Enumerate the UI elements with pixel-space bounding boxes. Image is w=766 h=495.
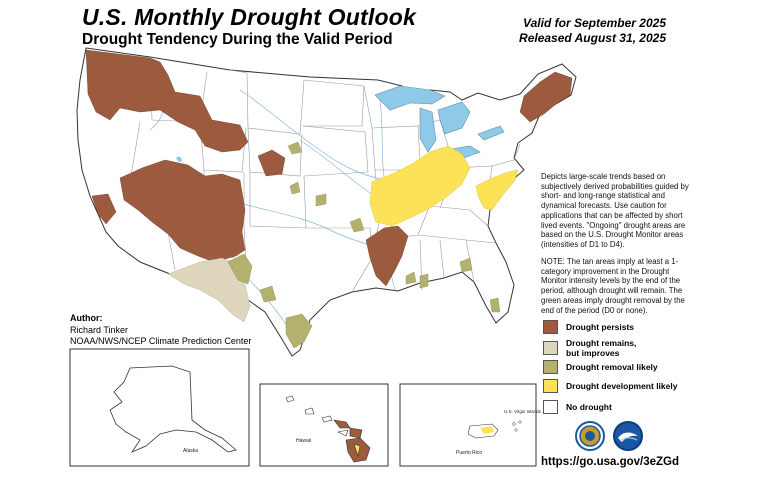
hawaii-label: Hawaii xyxy=(296,438,311,444)
author-block: Author: Richard Tinker NOAA/NWS/NCEP Cli… xyxy=(70,313,251,348)
drought-development-areas xyxy=(369,145,519,227)
puerto-rico-label: Puerto Rico xyxy=(456,450,482,456)
alaska-land xyxy=(109,365,237,453)
legend-item-removal: Drought removal likely xyxy=(543,360,713,374)
drought-removal-areas xyxy=(227,141,501,349)
legend-label-persists: Drought persists xyxy=(566,322,635,332)
valid-period: Valid for September 2025 xyxy=(523,16,666,30)
map-description: Depicts large-scale trends based on subj… xyxy=(541,172,689,249)
map-title: U.S. Monthly Drought Outlook xyxy=(82,4,416,30)
noaa-logo-icon xyxy=(579,425,601,447)
author-heading: Author: xyxy=(70,313,103,323)
noaa-logo xyxy=(575,421,605,451)
legend-swatch-development xyxy=(543,379,558,393)
alaska-label: Alaska xyxy=(183,448,198,454)
legend-item-improves: Drought remains, but improves xyxy=(543,338,713,358)
legend-label-improves: Drought remains, but improves xyxy=(566,338,637,358)
legend-label-development: Drought development likely xyxy=(566,381,678,391)
drought-improves-areas xyxy=(167,257,251,323)
map-note: NOTE: The tan areas imply at least a 1-c… xyxy=(541,257,685,315)
legend-item-no-drought: No drought xyxy=(543,400,713,414)
nws-logo-icon xyxy=(618,432,638,442)
legend-item-development: Drought development likely xyxy=(543,379,713,393)
hawaii-inset xyxy=(259,383,389,467)
info-link[interactable]: https://go.usa.gov/3eZGd xyxy=(541,456,680,468)
legend-swatch-removal xyxy=(543,360,558,374)
usvi-label: U.S. Virgin Islands xyxy=(504,409,542,414)
legend-swatch-persists xyxy=(543,320,558,334)
author-name: Richard Tinker xyxy=(70,324,129,335)
release-date: Released August 31, 2025 xyxy=(519,31,666,45)
legend-label-no-drought: No drought xyxy=(566,402,612,412)
legend-swatch-no-drought xyxy=(543,400,558,414)
author-org: NOAA/NWS/NCEP Climate Prediction Center xyxy=(70,336,252,346)
drought-persists-areas xyxy=(85,49,573,287)
salt-lake xyxy=(176,156,182,163)
legend-swatch-improves xyxy=(543,341,558,355)
legend-label-removal: Drought removal likely xyxy=(566,362,658,372)
map-subtitle: Drought Tendency During the Valid Period xyxy=(82,31,393,48)
nws-logo xyxy=(613,421,643,451)
virgin-islands xyxy=(512,420,522,432)
legend-item-persists: Drought persists xyxy=(543,320,713,334)
great-lakes xyxy=(374,85,505,161)
puerto-rico-development xyxy=(480,426,494,434)
hawaii-islands xyxy=(285,395,371,463)
